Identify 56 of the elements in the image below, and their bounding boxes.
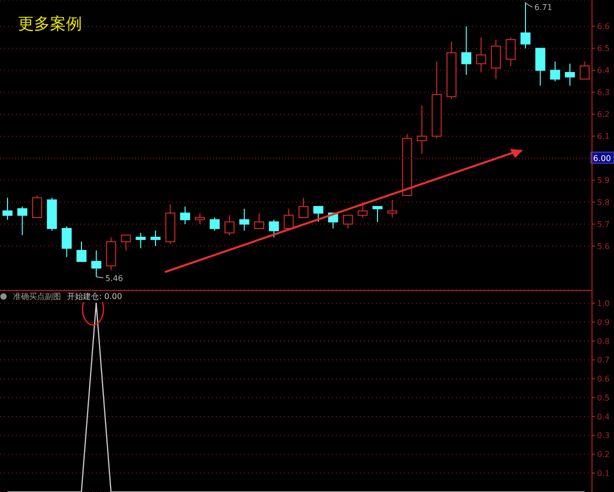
candlestick [254, 212, 264, 229]
candlestick [2, 197, 12, 220]
candlestick [313, 206, 324, 222]
text: 更多案例 [18, 14, 82, 35]
y-tick-label: 6.1 [597, 132, 610, 142]
candlestick [298, 197, 308, 218]
y-tick-label: 6.5 [597, 44, 610, 54]
candlestick [387, 199, 398, 218]
ref-line-label: 6.00 [593, 154, 611, 164]
candlestick [342, 214, 353, 229]
candlestick [358, 202, 368, 218]
candlestick [506, 36, 516, 66]
candlestick [150, 230, 160, 247]
candlestick [416, 104, 427, 154]
chart-title: 准确买点副图 [13, 291, 61, 302]
candlestick [224, 214, 234, 236]
candlestick [550, 61, 560, 82]
candlestick [210, 217, 220, 232]
candlestick [239, 208, 250, 232]
y-tick-label: 6.3 [597, 88, 610, 98]
candlestick [76, 241, 86, 262]
y-tick-label: 5.8 [597, 198, 610, 207]
candlestick [32, 195, 42, 218]
candlestick [580, 61, 590, 80]
candlestick [490, 39, 501, 80]
annotation: 6.71 [534, 3, 552, 12]
y-tick-label: 5.7 [597, 220, 610, 229]
y-tick-label: 5.9 [597, 176, 610, 185]
candlestick [17, 206, 28, 236]
y-tick-label: 1.0 [597, 299, 610, 308]
y-tick-label: 6.4 [597, 66, 610, 76]
y-tick-label: 0.4 [597, 412, 610, 422]
y-tick-label: 0.2 [597, 450, 610, 460]
candlestick [535, 48, 546, 86]
y-tick-label: 0.6 [597, 374, 610, 384]
y-tick-label: 0.1 [597, 468, 610, 478]
y-tick-label: 5.6 [597, 242, 610, 251]
candlestick [194, 212, 205, 225]
y-tick-label: 0.9 [597, 318, 610, 327]
candlestick [120, 234, 131, 251]
y-tick-label: 6.2 [597, 110, 610, 120]
y-tick-label: 0.5 [597, 393, 610, 402]
y-tick-label: 0.8 [597, 336, 610, 346]
candlestick [62, 226, 72, 258]
candlestick [180, 206, 190, 225]
series-label: 开始建仓: 0.00 [67, 291, 122, 302]
y-tick-label: 0.7 [597, 356, 610, 365]
annotation: 5.46 [105, 274, 124, 283]
candlestick [461, 26, 472, 76]
candlestick [268, 219, 279, 238]
candlestick [372, 206, 382, 222]
y-tick-label: 0.3 [597, 431, 610, 440]
candlestick [476, 36, 486, 73]
candlestick [136, 232, 146, 249]
y-tick-label: 6.6 [597, 22, 610, 32]
candlestick [564, 63, 575, 86]
